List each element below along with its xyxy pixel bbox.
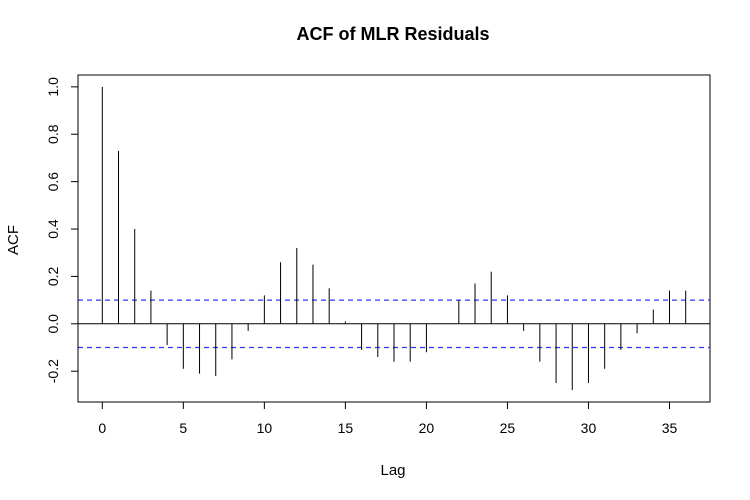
y-tick-label-5: 0.8: [45, 124, 61, 144]
chart-title: ACF of MLR Residuals: [296, 24, 489, 44]
x-axis-label: Lag: [380, 462, 405, 479]
y-tick-label-2: 0.2: [45, 266, 61, 286]
y-tick-label-0: -0.2: [45, 359, 61, 383]
x-tick-label-10: 10: [257, 420, 273, 436]
y-tick-label-3: 0.4: [45, 219, 61, 239]
y-tick-label-1: 0.0: [45, 314, 61, 334]
x-tick-label-35: 35: [662, 420, 678, 436]
x-tick-label-25: 25: [500, 420, 516, 436]
y-tick-label-6: 1.0: [45, 77, 61, 97]
x-tick-label-20: 20: [419, 420, 435, 436]
x-tick-label-15: 15: [338, 420, 354, 436]
x-tick-label-30: 30: [581, 420, 597, 436]
y-tick-label-4: 0.6: [45, 172, 61, 192]
y-axis-label: ACF: [5, 225, 22, 255]
chart-marks: 0 5 10 15 20 25 30 35 -0.2 0.0 0.2 0.4 0.6 0.8 1.0: [45, 77, 710, 436]
x-tick-label-0: 0: [98, 420, 106, 436]
x-tick-label-5: 5: [179, 420, 187, 436]
